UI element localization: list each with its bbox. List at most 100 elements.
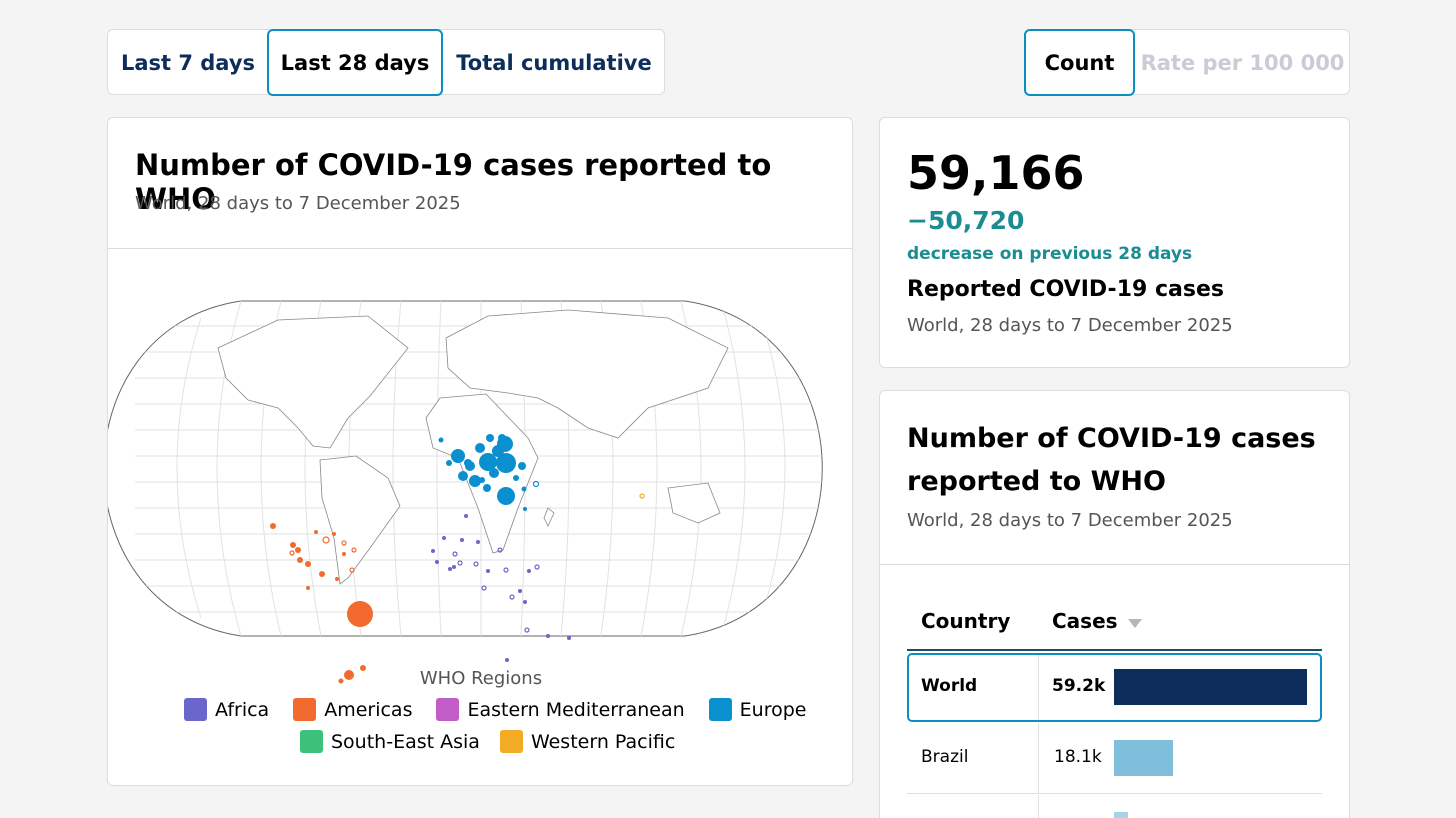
bubble-africa (527, 569, 531, 573)
bubble-africa (473, 561, 479, 567)
sort-desc-icon (1127, 618, 1142, 628)
bubble-europe (464, 459, 472, 467)
cases-bar (1114, 812, 1128, 818)
bubble-africa (452, 565, 456, 569)
header-divider (907, 649, 1322, 651)
row-divider (1038, 723, 1039, 794)
eastern-mediterranean-swatch (436, 698, 460, 721)
bubble-americas (270, 523, 276, 529)
legend-row-1: Africa Americas Eastern Mediterranean Eu… (184, 698, 806, 721)
bubble-africa (431, 549, 435, 553)
bubble-europe (492, 445, 504, 457)
bubble-americas (314, 530, 318, 534)
bubble-americas (342, 552, 346, 556)
legend-item-eastern-mediterranean[interactable]: Eastern Mediterranean (436, 698, 685, 721)
region-bubbles (270, 434, 645, 684)
legend-label: Western Pacific (530, 730, 676, 753)
bubble-africa (448, 567, 452, 571)
cases-bar (1114, 669, 1307, 705)
bubble-europe (523, 507, 527, 511)
bubble-africa (486, 569, 490, 573)
bubble-europe (518, 462, 526, 470)
bubble-europe (469, 475, 481, 487)
row-divider (1038, 655, 1039, 720)
legend-item-americas[interactable]: Americas (293, 698, 412, 721)
bubble-europe (446, 460, 452, 466)
bubble-africa (505, 658, 509, 662)
bubble-africa (435, 560, 439, 564)
total-cases: 59,166 (907, 146, 1085, 200)
bubble-europe (486, 434, 494, 442)
period-selector: Last 7 days Last 28 days Total cumulativ… (107, 29, 665, 96)
bubble-europe (458, 471, 468, 481)
bubble-africa (546, 634, 550, 638)
continents (217, 309, 729, 585)
tab-rate-per-100000[interactable]: Rate per 100 000 (1140, 50, 1345, 75)
legend-row-2: South-East Asia Western Pacific (300, 730, 675, 753)
bubble-americas (349, 567, 355, 573)
legend-label: Eastern Mediterranean (467, 698, 685, 721)
bubble-americas (305, 561, 311, 567)
legend-item-western-pacific[interactable]: Western Pacific (499, 730, 676, 753)
bubble-americas (322, 536, 330, 544)
bubble-americas (295, 547, 301, 553)
bubble-africa (452, 551, 458, 557)
bubble-americas (289, 550, 295, 556)
summary-card: 59,166 −50,720 decrease on previous 28 d… (879, 117, 1350, 368)
bubble-americas (332, 532, 336, 536)
tab-count[interactable]: Count (1024, 29, 1135, 96)
bubble-americas (344, 670, 354, 680)
legend-label: Europe (739, 698, 807, 721)
table-row-world[interactable]: World 59.2k (907, 653, 1322, 722)
bubble-europe (513, 475, 519, 481)
column-header-country[interactable]: Country (921, 609, 1011, 633)
legend-label: Africa (215, 698, 270, 721)
table-row-brazil[interactable]: Brazil 18.1k (907, 723, 1322, 794)
bubble-africa (567, 636, 571, 640)
bubble-europe (497, 487, 515, 505)
tab-total-cumulative[interactable]: Total cumulative (456, 50, 652, 75)
bubble-americas (290, 542, 296, 548)
western-pacific-swatch (499, 730, 523, 753)
table-row-partial[interactable] (907, 795, 1322, 818)
bubble-europe (521, 486, 527, 492)
bubble-africa (481, 585, 487, 591)
map-subtitle: World, 28 days to 7 December 2025 (135, 193, 461, 214)
africa-swatch (184, 698, 207, 721)
bubble-africa (442, 536, 446, 540)
map-title: Number of COVID-19 cases reported to WHO (135, 148, 772, 216)
bubble-africa (460, 538, 464, 542)
legend-item-europe[interactable]: Europe (708, 698, 807, 721)
cases-bar (1114, 740, 1173, 776)
change-value: −50,720 (907, 206, 1025, 235)
legend-item-south-east-asia[interactable]: South-East Asia (300, 730, 480, 753)
cases-header-label: Cases (1052, 609, 1118, 633)
bubble-africa (509, 594, 515, 600)
table-card: Number of COVID-19 cases reported to WHO… (879, 390, 1350, 818)
bubble-africa (523, 600, 527, 604)
bubble-europe (532, 480, 540, 488)
bubble-africa (476, 540, 480, 544)
bubble-americas (347, 601, 373, 627)
legend-item-africa[interactable]: Africa (184, 698, 269, 721)
country-cell: World (921, 676, 978, 696)
bubble-europe (496, 453, 516, 473)
divider (108, 248, 852, 249)
cases-cell: 18.1k (1054, 747, 1102, 767)
column-header-cases[interactable]: Cases (1052, 609, 1142, 633)
change-text: decrease on previous 28 days (907, 244, 1193, 264)
europe-swatch (708, 698, 732, 721)
tab-last-28-days[interactable]: Last 28 days (267, 29, 443, 96)
row-divider (1038, 795, 1039, 818)
bubble-americas (360, 665, 366, 671)
world-map (108, 300, 823, 684)
bubble-europe (438, 437, 444, 443)
bubble-europe (479, 453, 497, 471)
measure-selector: Count Rate per 100 000 (1024, 29, 1350, 96)
bubble-americas (338, 678, 344, 684)
bubble-africa (503, 567, 509, 573)
south-east-asia-swatch (300, 730, 323, 753)
tab-last-7-days[interactable]: Last 7 days (120, 50, 256, 75)
table-subtitle: World, 28 days to 7 December 2025 (907, 510, 1233, 531)
divider (880, 564, 1349, 565)
